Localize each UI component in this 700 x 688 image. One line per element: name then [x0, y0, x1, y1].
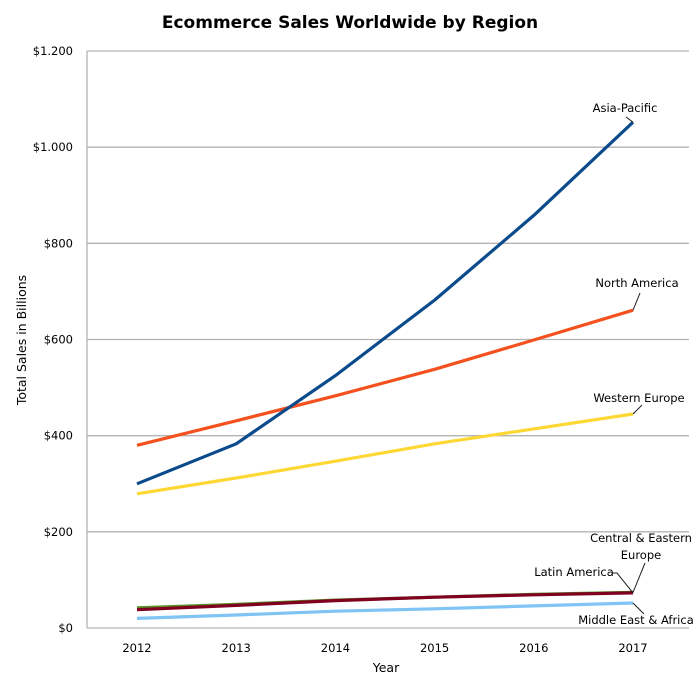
annotation-leader-line: [632, 292, 641, 311]
series-line-western-europe: [136, 412, 634, 496]
x-tick-label: 2017: [618, 641, 647, 655]
x-axis-label: Year: [372, 660, 400, 675]
annotation-leader-line: [632, 562, 646, 593]
annotation-leader-line: [632, 404, 643, 415]
series-annotation-label: Latin America: [534, 565, 614, 579]
x-tick-label: 2014: [321, 641, 350, 655]
annotation-leader-line: [625, 116, 634, 123]
x-tick-label: 2016: [519, 641, 548, 655]
series-line-asia-pacific: [136, 121, 635, 486]
y-tick-label: $200: [44, 525, 73, 539]
series-line-latin-america: [136, 591, 634, 612]
chart-title: Ecommerce Sales Worldwide by Region: [162, 13, 538, 33]
y-tick-label: $800: [44, 236, 73, 250]
y-tick-label: $1.200: [33, 44, 73, 58]
series-annotation-label: Europe: [621, 548, 661, 562]
y-tick-label: $1.000: [33, 140, 73, 154]
y-tick-label: $0: [58, 621, 73, 635]
series-annotation-label: Asia-Pacific: [593, 101, 658, 115]
series-annotation-label: Central & Eastern: [590, 531, 692, 545]
series-annotation-label: Middle East & Africa: [578, 613, 694, 627]
gridlines: [86, 50, 689, 629]
annotation-leader-line: [612, 572, 634, 594]
y-axis-label: Total Sales in Billions: [14, 275, 29, 406]
series-lines: [136, 121, 635, 620]
y-tick-label: $600: [44, 333, 73, 347]
series-line-middle-east-africa: [136, 601, 634, 620]
annotation-leader-line: [632, 602, 645, 615]
y-tick-label: $400: [44, 429, 73, 443]
series-annotation-label: North America: [595, 276, 678, 290]
series-line-north-america: [136, 308, 634, 447]
x-tick-label: 2013: [222, 641, 251, 655]
series-annotation-label: Western Europe: [593, 391, 684, 405]
y-axis-ticks: $0 $200 $400 $600 $800 $1.000 $1.200: [33, 44, 73, 635]
x-tick-label: 2015: [420, 641, 449, 655]
x-axis-ticks: 2012 2013 2014 2015 2016 2017: [122, 641, 647, 655]
series-annotations: Asia-Pacific North America Western Europe C…: [534, 101, 694, 627]
x-tick-label: 2012: [122, 641, 151, 655]
